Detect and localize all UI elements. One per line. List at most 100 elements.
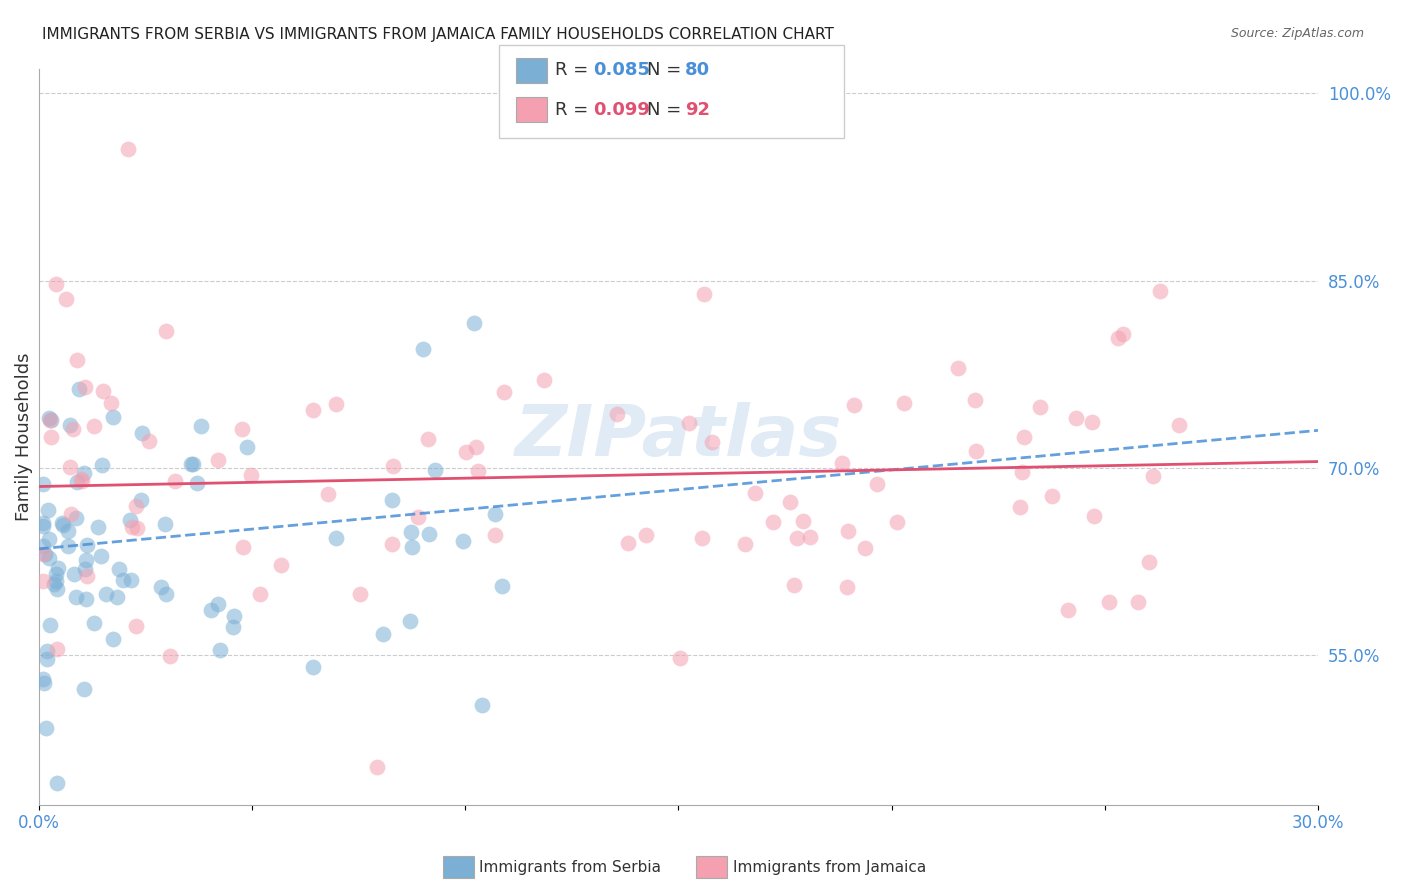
Point: [207, 453, 229, 467]
Point: [464, 440, 486, 454]
Text: IMMIGRANTS FROM SERBIA VS IMMIGRANTS FROM JAMAICA FAMILY HOUSEHOLDS CORRELATION : IMMIGRANTS FROM SERBIA VS IMMIGRANTS FRO…: [42, 27, 834, 42]
Text: R =: R =: [555, 62, 595, 79]
Text: 80: 80: [685, 62, 710, 79]
Point: [456, 444, 478, 458]
Point: [83, 615, 105, 630]
Point: [693, 287, 716, 301]
Point: [1168, 417, 1191, 432]
Point: [1128, 594, 1150, 608]
Point: [1081, 415, 1104, 429]
Point: [39, 429, 62, 443]
Point: [491, 579, 513, 593]
Text: 0.085: 0.085: [593, 62, 651, 79]
Point: [416, 432, 439, 446]
Point: [301, 659, 323, 673]
Point: [45, 642, 67, 657]
Point: [1012, 430, 1035, 444]
Point: [138, 434, 160, 448]
Point: [399, 524, 422, 539]
Point: [366, 759, 388, 773]
Point: [31, 547, 53, 561]
Point: [792, 514, 814, 528]
Point: [125, 521, 148, 535]
Point: [31, 477, 53, 491]
Point: [232, 540, 254, 554]
Point: [484, 508, 506, 522]
Point: [835, 581, 858, 595]
Point: [484, 528, 506, 542]
Point: [75, 562, 97, 576]
Point: [744, 486, 766, 500]
Point: [39, 618, 62, 632]
Point: [401, 540, 423, 554]
Point: [150, 580, 173, 594]
Point: [75, 552, 97, 566]
Point: [240, 467, 263, 482]
Point: [65, 591, 87, 605]
Text: N =: N =: [647, 62, 686, 79]
Point: [1098, 595, 1121, 609]
Point: [634, 528, 657, 542]
Point: [1107, 331, 1129, 345]
Point: [91, 384, 114, 398]
Point: [34, 548, 56, 562]
Point: [101, 409, 124, 424]
Point: [692, 531, 714, 545]
Point: [423, 463, 446, 477]
Point: [494, 385, 516, 400]
Point: [381, 492, 404, 507]
Point: [231, 422, 253, 436]
Text: N =: N =: [647, 101, 686, 119]
Point: [65, 511, 87, 525]
Point: [224, 608, 246, 623]
Point: [762, 515, 785, 529]
Point: [121, 520, 143, 534]
Point: [1137, 555, 1160, 569]
Point: [965, 444, 987, 458]
Point: [893, 396, 915, 410]
Point: [302, 402, 325, 417]
Point: [249, 586, 271, 600]
Point: [45, 574, 67, 588]
Point: [325, 531, 347, 545]
Point: [270, 558, 292, 573]
Point: [59, 507, 82, 521]
Point: [381, 537, 404, 551]
Point: [117, 142, 139, 156]
Point: [200, 602, 222, 616]
Point: [208, 643, 231, 657]
Point: [62, 422, 84, 436]
Text: 92: 92: [685, 101, 710, 119]
Point: [799, 530, 821, 544]
Point: [1040, 489, 1063, 503]
Point: [59, 417, 82, 432]
Point: [67, 382, 90, 396]
Point: [886, 515, 908, 529]
Point: [45, 566, 67, 581]
Point: [58, 524, 80, 538]
Point: [108, 562, 131, 576]
Point: [236, 440, 259, 454]
Point: [159, 648, 181, 663]
Point: [51, 516, 73, 530]
Point: [46, 561, 69, 575]
Point: [89, 549, 111, 563]
Point: [734, 537, 756, 551]
Point: [73, 380, 96, 394]
Point: [105, 591, 128, 605]
Point: [371, 627, 394, 641]
Point: [52, 518, 75, 533]
Point: [678, 416, 700, 430]
Point: [399, 614, 422, 628]
Point: [207, 598, 229, 612]
Point: [842, 398, 865, 412]
Text: 0.099: 0.099: [593, 101, 650, 119]
Point: [62, 567, 84, 582]
Point: [31, 540, 53, 554]
Point: [533, 373, 555, 387]
Point: [463, 316, 485, 330]
Point: [31, 574, 53, 588]
Point: [1029, 400, 1052, 414]
Point: [700, 434, 723, 449]
Point: [779, 495, 801, 509]
